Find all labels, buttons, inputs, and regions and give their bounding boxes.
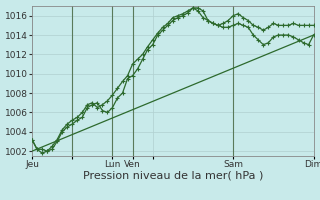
X-axis label: Pression niveau de la mer( hPa ): Pression niveau de la mer( hPa ) bbox=[83, 171, 263, 181]
